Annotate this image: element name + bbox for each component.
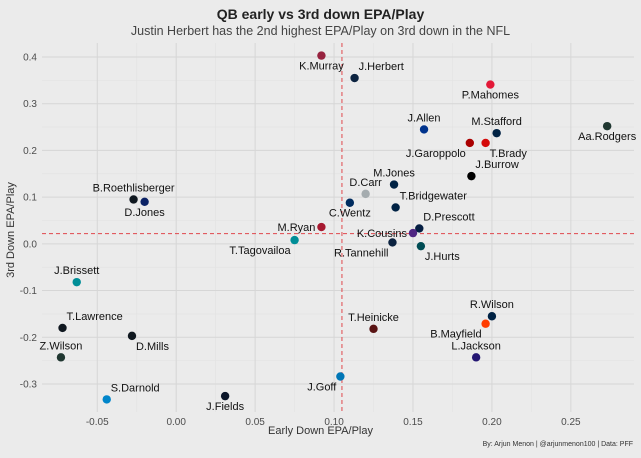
point-label: J.Burrow (475, 159, 518, 171)
data-point (467, 171, 476, 181)
point-label: T.Lawrence (67, 311, 123, 323)
data-point (127, 331, 137, 341)
x-tick-label: 0.05 (245, 417, 265, 428)
data-point (140, 197, 149, 207)
data-point (345, 198, 355, 207)
data-point (56, 353, 66, 362)
point-label: B.Roethlisberger (93, 182, 175, 194)
point-label: J.Herbert (359, 61, 404, 73)
point-label: T.Bridgewater (400, 190, 468, 202)
point-label: P.Mahomes (462, 90, 520, 102)
x-tick-label: 0.25 (561, 417, 581, 428)
data-point (388, 238, 397, 247)
data-point (317, 222, 326, 232)
point-label: M.Ryan (278, 222, 316, 234)
point-label: J.Fields (206, 401, 244, 413)
data-point (471, 353, 481, 362)
chart-subtitle: Justin Herbert has the 2nd highest EPA/P… (130, 24, 511, 38)
data-point (465, 138, 475, 148)
point-label: J.Garoppolo (406, 148, 466, 160)
y-tick-label: 0.2 (23, 146, 37, 157)
y-tick-label: -0.3 (20, 379, 38, 390)
point-label: B.Mayfield (430, 329, 481, 341)
point-label: Aa.Rodgers (578, 131, 637, 143)
data-point (416, 241, 426, 251)
data-point (487, 312, 497, 321)
x-tick-label: 0.15 (403, 417, 423, 428)
data-point (290, 235, 299, 245)
point-label: Z.Wilson (40, 340, 83, 352)
point-label: M.Stafford (471, 116, 522, 128)
x-tick-label: 0.00 (166, 417, 186, 428)
point-label: D.Jones (124, 207, 165, 219)
chart-caption: By: Arjun Menon | @arjunmenon100 | Data:… (482, 441, 633, 448)
point-label: D.Carr (349, 177, 382, 189)
data-point (481, 319, 490, 328)
point-label: S.Darnold (111, 382, 160, 394)
data-point (58, 323, 67, 333)
data-point (602, 121, 612, 131)
point-label: R.Tannehill (334, 247, 388, 259)
y-tick-label: 0.0 (23, 239, 37, 250)
point-label: D.Mills (136, 341, 169, 353)
data-point (350, 73, 359, 83)
y-tick-label: 0.4 (23, 53, 37, 64)
data-point (129, 195, 138, 204)
data-point (389, 180, 399, 189)
data-point (72, 277, 81, 287)
data-point (317, 51, 326, 60)
point-label: L.Jackson (451, 340, 501, 352)
point-label: D.Prescott (423, 211, 474, 223)
data-point (336, 372, 345, 381)
data-point (361, 189, 370, 199)
point-label: M.Jones (373, 168, 415, 180)
point-label: J.Allen (408, 112, 441, 124)
x-axis-label: Early Down EPA/Play (268, 425, 373, 437)
x-tick-label: 0.10 (324, 417, 344, 428)
data-point (481, 138, 490, 148)
data-point (391, 203, 400, 212)
plot-panel (42, 43, 634, 412)
x-tick-label: 0.20 (482, 417, 502, 428)
point-label: K.Murray (299, 61, 344, 73)
data-point (102, 395, 111, 404)
point-label: T.Tagovailoa (229, 245, 291, 257)
data-point (419, 125, 429, 134)
point-label: T.Brady (490, 148, 528, 160)
y-tick-label: -0.1 (20, 286, 38, 297)
point-label: J.Hurts (425, 251, 460, 263)
point-label: C.Wentz (329, 208, 371, 220)
data-point (415, 224, 424, 233)
y-tick-label: 0.3 (23, 99, 37, 110)
data-point (369, 324, 378, 334)
data-point (486, 80, 495, 89)
chart-title: QB early vs 3rd down EPA/Play (216, 6, 425, 22)
point-label: T.Heinicke (348, 312, 399, 324)
point-label: J.Brissett (54, 265, 99, 277)
point-label: J.Goff (307, 382, 337, 394)
data-point (492, 128, 501, 138)
x-tick-label: -0.05 (86, 417, 109, 428)
y-tick-label: 0.1 (23, 193, 37, 204)
point-label: K.Cousins (357, 228, 408, 240)
point-label: R.Wilson (470, 299, 514, 311)
data-point (220, 391, 230, 401)
data-point (408, 228, 418, 238)
y-tick-label: -0.2 (20, 333, 38, 344)
